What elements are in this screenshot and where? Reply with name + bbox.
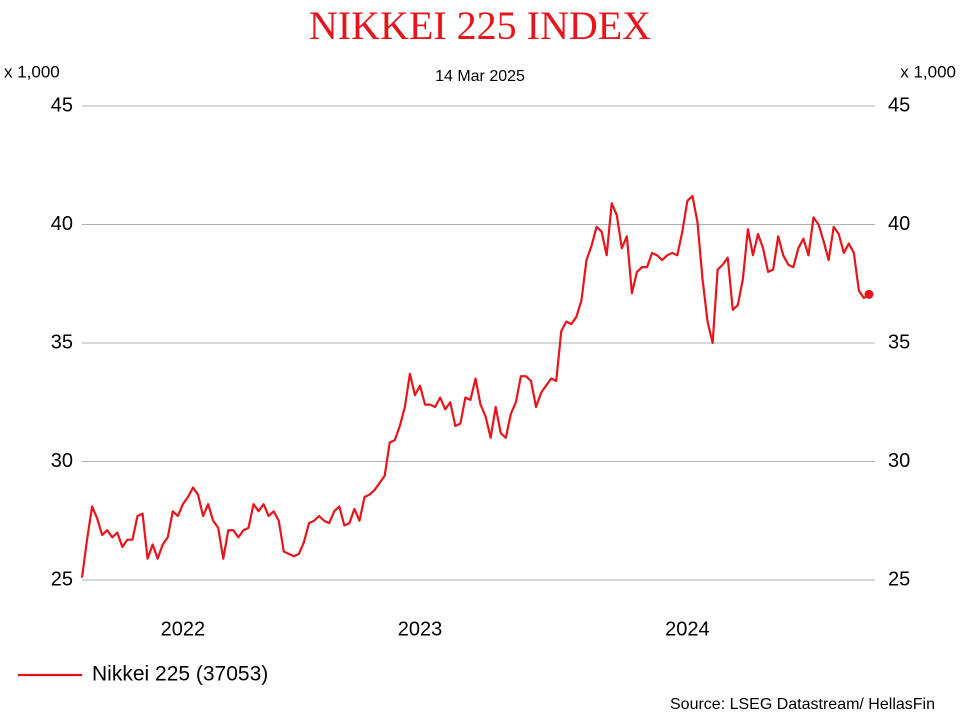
y-tick-label: 35	[51, 331, 73, 353]
y-tick-label: 30	[51, 450, 73, 472]
x-tick-label: 2022	[161, 618, 206, 640]
y2-tick-label: 30	[888, 450, 910, 472]
x-tick-label: 2023	[398, 618, 443, 640]
legend-label: Nikkei 225 (37053)	[92, 663, 268, 686]
chart-title: NIKKEI 225 INDEX	[309, 3, 651, 48]
y2-tick-label: 25	[888, 568, 910, 590]
y-tick-label: 45	[51, 94, 73, 116]
end-marker	[864, 289, 874, 299]
x-tick-label: 2024	[665, 618, 710, 640]
data-line	[80, 194, 870, 578]
y2-axis-label: x 1,000	[900, 62, 956, 81]
y2-tick-label: 40	[888, 213, 910, 235]
source-note: Source: LSEG Datastream/ HellasFin	[670, 696, 935, 713]
y2-tick-label: 45	[888, 94, 910, 116]
y-tick-label: 40	[51, 213, 73, 235]
y2-tick-label: 35	[888, 331, 910, 353]
y-tick-label: 25	[51, 568, 73, 590]
chart-subtitle: 14 Mar 2025	[435, 68, 525, 85]
y-axis-label: x 1,000	[4, 62, 60, 81]
